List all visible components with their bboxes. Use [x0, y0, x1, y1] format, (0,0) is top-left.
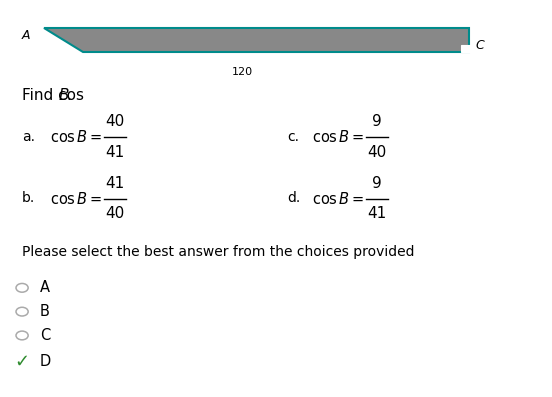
Polygon shape	[44, 28, 469, 52]
Text: b.: b.	[22, 191, 35, 206]
Text: d.: d.	[287, 191, 300, 206]
Text: Please select the best answer from the choices provided: Please select the best answer from the c…	[22, 245, 415, 259]
Text: 40: 40	[105, 114, 124, 129]
Text: .: .	[66, 88, 71, 103]
Text: A: A	[40, 280, 50, 295]
Text: B: B	[40, 304, 50, 319]
Text: 120: 120	[232, 67, 253, 77]
Text: C: C	[476, 39, 485, 52]
Text: 9: 9	[372, 114, 382, 129]
Text: 40: 40	[105, 206, 124, 221]
Text: c.: c.	[287, 130, 299, 144]
Text: $\cos B =$: $\cos B =$	[312, 129, 364, 145]
Text: D: D	[40, 354, 51, 369]
Text: 40: 40	[368, 145, 386, 160]
Text: 41: 41	[105, 145, 124, 160]
Text: ✓: ✓	[14, 352, 30, 370]
Text: 41: 41	[368, 206, 386, 221]
Text: $\cos B =$: $\cos B =$	[312, 191, 364, 206]
Bar	[461, 45, 475, 52]
Text: $\cos B =$: $\cos B =$	[50, 129, 102, 145]
Text: $\cos B =$: $\cos B =$	[50, 191, 102, 206]
Text: Find cos: Find cos	[22, 88, 89, 103]
Text: a.: a.	[22, 130, 35, 144]
Text: 41: 41	[105, 176, 124, 191]
Text: C: C	[40, 328, 50, 343]
Text: 9: 9	[372, 176, 382, 191]
Text: B: B	[59, 88, 70, 103]
Text: A: A	[22, 29, 30, 42]
